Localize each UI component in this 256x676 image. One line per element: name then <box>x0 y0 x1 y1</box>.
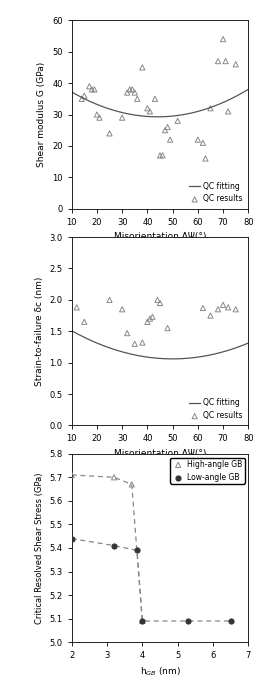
QC results <box>158 150 162 161</box>
Low-angle GB <box>186 616 190 627</box>
QC results <box>223 55 228 66</box>
QC results <box>208 310 212 321</box>
QC fitting <box>179 111 182 119</box>
QC results <box>153 93 157 104</box>
QC fitting <box>70 88 73 96</box>
QC results <box>108 128 112 139</box>
QC results <box>155 295 159 306</box>
QC fitting <box>71 89 74 97</box>
QC results <box>92 84 97 95</box>
QC results <box>234 59 238 70</box>
QC results <box>128 84 132 95</box>
Low-angle GB <box>112 540 116 551</box>
QC results <box>95 109 99 120</box>
QC results <box>168 135 172 145</box>
QC results <box>82 316 86 327</box>
Line: QC fitting: QC fitting <box>72 89 248 117</box>
QC results <box>90 84 94 95</box>
QC results <box>221 34 225 45</box>
QC results <box>216 304 220 314</box>
X-axis label: Misorientation ΔΨ(°): Misorientation ΔΨ(°) <box>114 233 206 241</box>
Low-angle GB <box>140 616 144 627</box>
Y-axis label: Strain-to-failure δc (nm): Strain-to-failure δc (nm) <box>35 276 44 386</box>
Legend: QC fitting, QC results: QC fitting, QC results <box>187 180 244 205</box>
QC results <box>208 103 212 114</box>
QC fitting <box>231 345 234 353</box>
QC results <box>150 312 154 322</box>
QC results <box>140 62 144 73</box>
QC results <box>145 316 150 327</box>
X-axis label: h$_{GB}$ (nm): h$_{GB}$ (nm) <box>140 666 180 676</box>
QC results <box>234 304 238 314</box>
Low-angle GB <box>229 616 233 627</box>
High-angle GB <box>140 616 144 627</box>
QC fitting <box>179 355 182 363</box>
QC results <box>161 150 165 161</box>
Y-axis label: Shear modulus G (GPa): Shear modulus G (GPa) <box>37 62 47 167</box>
QC results <box>82 91 86 101</box>
QC results <box>166 322 170 333</box>
QC results <box>135 93 139 104</box>
QC results <box>87 81 91 92</box>
High-angle GB <box>112 472 116 483</box>
QC results <box>97 112 101 123</box>
QC fitting <box>247 85 250 93</box>
High-angle GB <box>70 470 74 481</box>
QC results <box>133 339 137 349</box>
QC results <box>125 87 129 98</box>
QC results <box>148 313 152 324</box>
QC fitting <box>176 355 179 363</box>
QC fitting <box>231 94 234 102</box>
QC fitting <box>171 355 174 363</box>
Text: (d): (d) <box>150 486 170 500</box>
QC results <box>80 93 84 104</box>
QC fitting <box>220 348 223 356</box>
QC fitting <box>156 113 159 121</box>
QC results <box>201 137 205 148</box>
QC results <box>163 125 167 136</box>
QC results <box>158 297 162 308</box>
QC results <box>133 87 137 98</box>
QC fitting <box>220 99 223 107</box>
QC results <box>75 302 79 313</box>
QC fitting <box>175 112 178 120</box>
QC results <box>140 337 144 348</box>
Legend: High-angle GB, Low-angle GB: High-angle GB, Low-angle GB <box>170 458 244 484</box>
QC results <box>201 303 205 314</box>
QC results <box>176 116 180 126</box>
QC results <box>148 106 152 117</box>
QC fitting <box>71 327 74 335</box>
QC results <box>226 302 230 313</box>
QC fitting <box>247 339 250 347</box>
QC results <box>120 304 124 314</box>
X-axis label: Misorientation ΔΨ(°): Misorientation ΔΨ(°) <box>114 449 206 458</box>
QC fitting <box>70 327 73 335</box>
QC results <box>130 84 134 95</box>
Text: (b): (b) <box>150 269 170 283</box>
QC fitting <box>175 355 178 363</box>
Y-axis label: Critical Resolved Shear Stress (GPa): Critical Resolved Shear Stress (GPa) <box>35 473 44 624</box>
Low-angle GB <box>135 545 139 556</box>
QC results <box>166 122 170 132</box>
High-angle GB <box>130 479 134 490</box>
QC fitting <box>176 112 179 120</box>
QC results <box>145 103 150 114</box>
Line: QC fitting: QC fitting <box>72 331 248 359</box>
QC results <box>125 328 129 339</box>
QC results <box>120 112 124 123</box>
QC results <box>203 153 207 164</box>
QC results <box>226 106 230 117</box>
Low-angle GB <box>70 533 74 544</box>
QC results <box>196 135 200 145</box>
Legend: QC fitting, QC results: QC fitting, QC results <box>187 397 244 422</box>
QC results <box>216 55 220 66</box>
QC results <box>108 295 112 306</box>
QC results <box>221 299 225 310</box>
